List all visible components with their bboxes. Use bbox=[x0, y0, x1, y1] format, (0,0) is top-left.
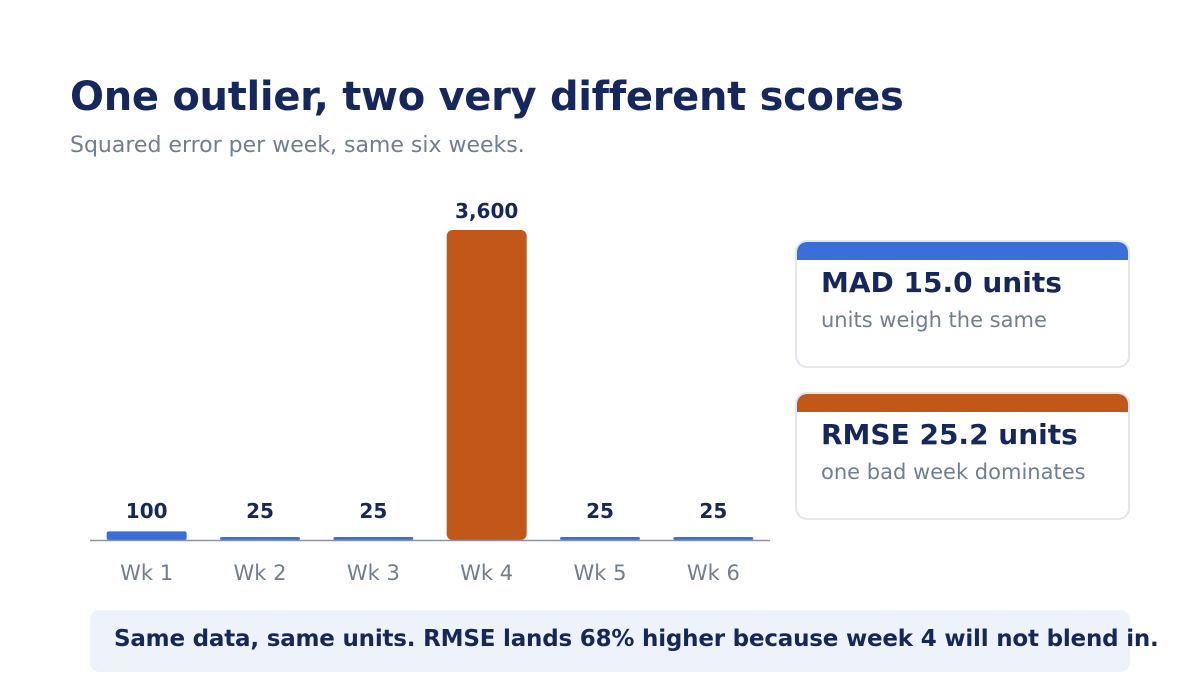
mad-card-note: units weigh the same bbox=[821, 308, 1047, 332]
chart-subtitle: Squared error per week, same six weeks. bbox=[70, 133, 525, 158]
bar-wk-6 bbox=[673, 537, 754, 540]
x-tick-label-wk-3: Wk 3 bbox=[347, 561, 400, 585]
mad-card: MAD 15.0 units units weigh the same bbox=[795, 240, 1130, 368]
x-tick-labels-group: Wk 1 Wk 2 Wk 3 Wk 4 Wk 5 Wk 6 bbox=[120, 561, 740, 585]
mad-card-accent bbox=[797, 242, 1128, 260]
bar-wk-1 bbox=[106, 531, 187, 540]
x-tick-label-wk-6: Wk 6 bbox=[687, 561, 740, 585]
takeaway-callout: Same data, same units. RMSE lands 68% hi… bbox=[90, 610, 1159, 672]
mad-card-heading: MAD 15.0 units bbox=[821, 266, 1062, 299]
value-labels-group: 100 25 25 3,600 25 25 bbox=[126, 199, 727, 523]
bars-group bbox=[106, 230, 754, 540]
rmse-card-heading: RMSE 25.2 units bbox=[821, 418, 1078, 451]
takeaway-text: Same data, same units. RMSE lands 68% hi… bbox=[114, 626, 1159, 652]
x-tick-label-wk-5: Wk 5 bbox=[574, 561, 627, 585]
value-label-wk-1: 100 bbox=[126, 499, 168, 523]
rmse-card-accent bbox=[797, 394, 1128, 412]
value-label-wk-5: 25 bbox=[586, 499, 614, 523]
bar-wk-4 bbox=[446, 230, 527, 540]
x-tick-label-wk-1: Wk 1 bbox=[120, 561, 173, 585]
value-label-wk-2: 25 bbox=[246, 499, 274, 523]
chart-title: One outlier, two very different scores bbox=[70, 74, 904, 120]
rmse-card-note: one bad week dominates bbox=[821, 460, 1086, 484]
bar-wk-2 bbox=[220, 537, 300, 540]
x-tick-label-wk-4: Wk 4 bbox=[460, 561, 513, 585]
bar-wk-5 bbox=[560, 537, 640, 540]
value-label-wk-4: 3,600 bbox=[455, 199, 518, 223]
x-tick-label-wk-2: Wk 2 bbox=[234, 561, 287, 585]
rmse-card: RMSE 25.2 units one bad week dominates bbox=[795, 392, 1130, 520]
value-label-wk-6: 25 bbox=[699, 499, 727, 523]
bar-wk-3 bbox=[333, 537, 414, 540]
value-label-wk-3: 25 bbox=[359, 499, 387, 523]
